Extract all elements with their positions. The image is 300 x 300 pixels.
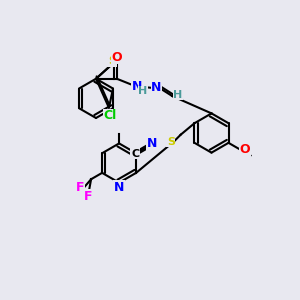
Text: N: N: [151, 82, 162, 94]
Text: C: C: [131, 149, 139, 159]
Text: H: H: [138, 86, 148, 96]
Text: N: N: [132, 80, 142, 93]
Text: F: F: [83, 190, 92, 203]
Text: Cl: Cl: [104, 109, 117, 122]
Text: O: O: [112, 51, 122, 64]
Text: O: O: [239, 143, 250, 156]
Text: N: N: [147, 137, 157, 151]
Text: F: F: [76, 181, 84, 194]
Text: S: S: [108, 56, 116, 66]
Text: H: H: [173, 90, 183, 100]
Text: N: N: [114, 181, 124, 194]
Text: S: S: [167, 137, 175, 147]
